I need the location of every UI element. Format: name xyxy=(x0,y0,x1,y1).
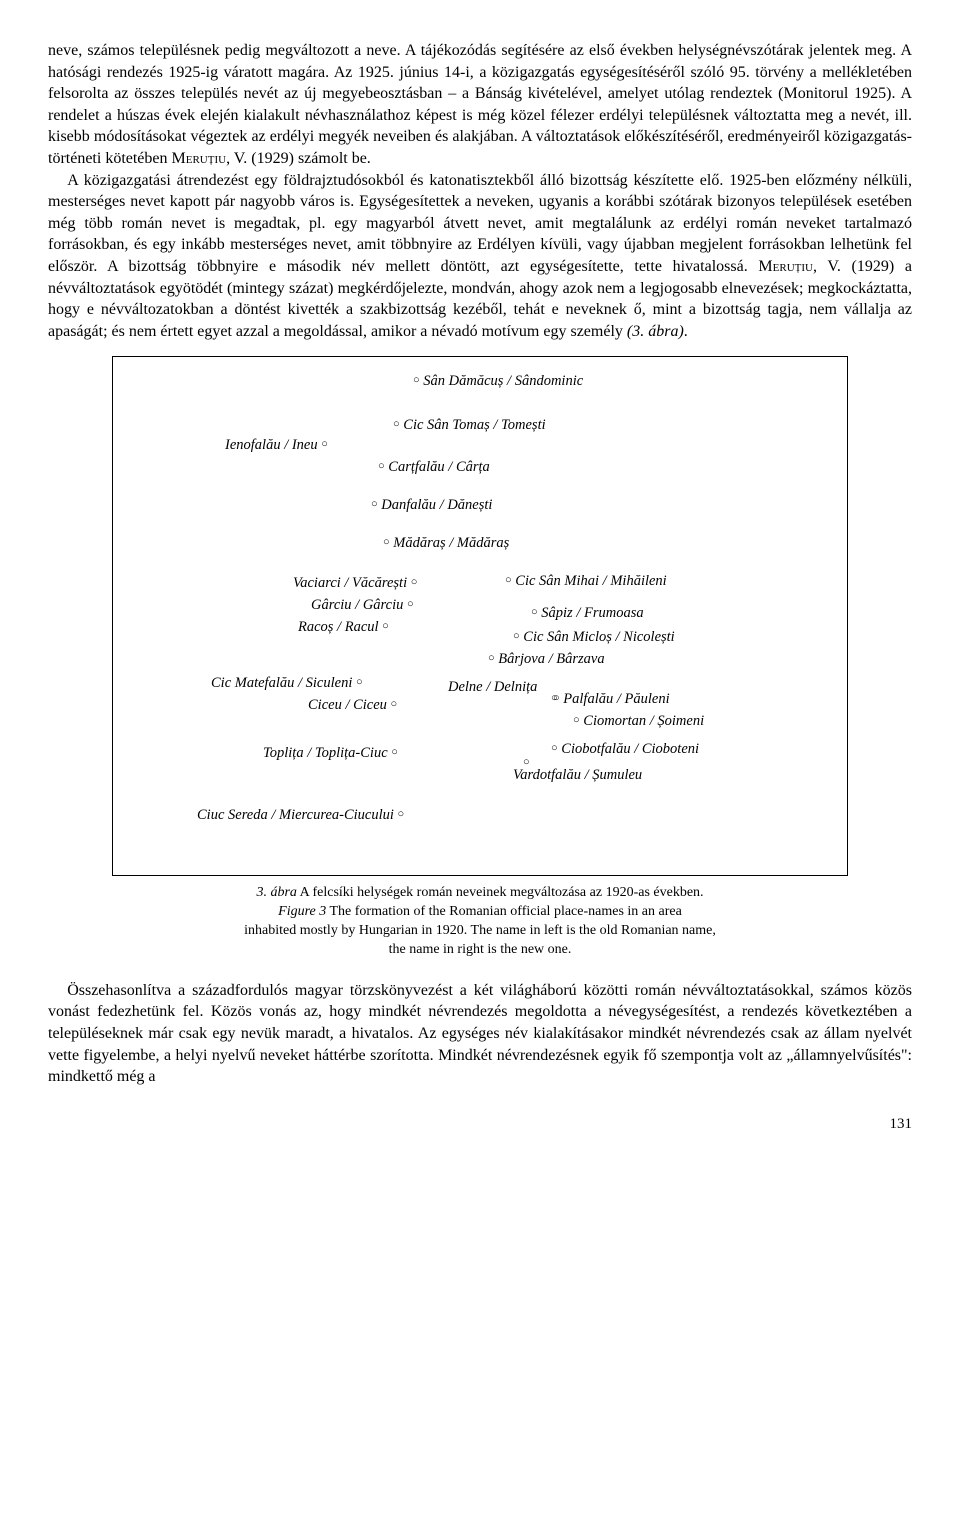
author-ref-1: Meruțiu, V. xyxy=(172,150,248,167)
map-point: Ciceu / Ciceu ○ xyxy=(308,697,397,714)
map-point: Gârciu / Gârciu ○ xyxy=(311,597,414,614)
map-point: Racoș / Racul ○ xyxy=(298,619,389,636)
map-point: ○ Cic Sân Mihai / Mihăileni xyxy=(505,573,667,590)
para1-text-b: (1929) számolt be. xyxy=(247,150,371,167)
map-point: ○ Cic Sân Tomaș / Tomești xyxy=(393,417,546,434)
para2-punct: . xyxy=(684,323,688,340)
figure-3-caption: 3. ábra A felcsíki helységek román nevei… xyxy=(96,884,864,960)
map-point: ○ Cic Sân Micloș / Nicolești xyxy=(513,629,675,646)
author-ref-2: Meruțiu, V. xyxy=(758,258,840,275)
map-point: Cic Matefalău / Siculeni ○ xyxy=(211,675,363,692)
map-point: ○ Sâpiz / Frumoasa xyxy=(531,605,644,622)
figure-3-map: ○ Sân Dămăcuș / Sândominic ○ Cic Sân Toma… xyxy=(112,356,848,876)
caption-l2b: The formation of the Romanian official p… xyxy=(326,904,682,919)
para1-text: neve, számos településnek pedig megválto… xyxy=(48,42,912,167)
caption-l3: inhabited mostly by Hungarian in 1920. T… xyxy=(244,923,716,938)
paragraph-3: Összehasonlítva a századfordulós magyar … xyxy=(48,980,912,1088)
paragraph-2: A közigazgatási átrendezést egy földrajz… xyxy=(48,170,912,343)
map-point: Delne / Delnița xyxy=(448,679,537,696)
map-point: ○ Ciomortan / Șoimeni xyxy=(573,713,704,730)
map-point: Ienofalău / Ineu ○ xyxy=(225,437,328,454)
map-point: ○ Danfalău / Dănești xyxy=(371,497,492,514)
map-point: ○ Ciobotfalău / Cioboteni xyxy=(551,741,699,758)
map-point: Ciuc Sereda / Miercurea-Ciucului ○ xyxy=(197,807,404,824)
caption-l1b: A felcsíki helységek román neveinek megv… xyxy=(297,885,704,900)
map-point: ○ Bârjova / Bârzava xyxy=(488,651,605,668)
page-number: 131 xyxy=(48,1116,912,1133)
caption-l4: the name in right is the new one. xyxy=(389,942,572,957)
figure-ref: (3. ábra) xyxy=(627,323,684,340)
map-point: Vardotfalău / Șumuleu xyxy=(513,767,642,784)
caption-l1a: 3. ábra xyxy=(256,885,296,900)
map-point: ○ Carțfalău / Cârța xyxy=(378,459,490,476)
map-point: Toplița / Toplița-Ciuc ○ xyxy=(263,745,398,762)
map-point: Vaciarci / Văcărești ○ xyxy=(293,575,417,592)
map-point: ○ Sân Dămăcuș / Sândominic xyxy=(413,373,583,390)
map-point: ○ Mădăraș / Mădăraș xyxy=(383,535,509,552)
map-point: ○ Palfalău / Păuleni xyxy=(553,691,670,708)
paragraph-1: neve, számos településnek pedig megválto… xyxy=(48,40,912,170)
caption-l2a: Figure 3 xyxy=(278,904,326,919)
